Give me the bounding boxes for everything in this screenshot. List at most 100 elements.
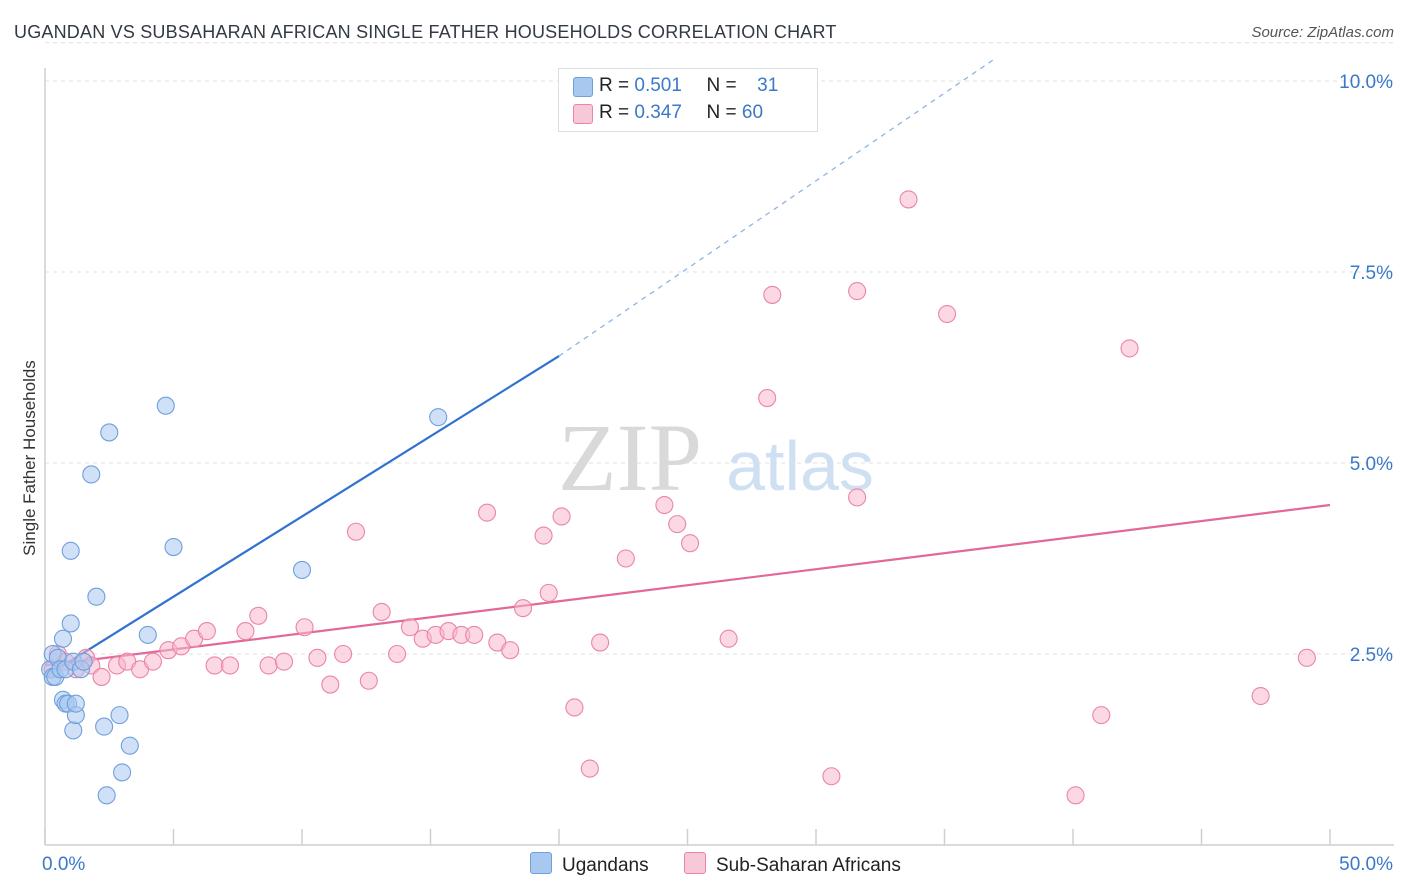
source-credit: Source: ZipAtlas.com [1251,24,1394,41]
data-point-subsaharan [259,656,278,675]
data-point-subsaharan [1120,339,1139,358]
data-point-subsaharan [295,618,314,637]
data-point-subsaharan [321,675,340,694]
data-point-subsaharan [372,602,391,622]
data-point-subsaharan [92,667,111,686]
data-point-subsaharan [274,652,294,671]
data-point-subsaharan [359,671,378,690]
data-point-subsaharan [513,599,533,618]
data-point-ugandans [110,706,129,725]
data-point-subsaharan [719,629,738,648]
bottom-legend-swatch-subsaharan [684,852,706,874]
x-tick-label: 0.0% [42,854,85,875]
data-point-subsaharan [388,644,407,664]
chart-title: UGANDAN VS SUBSAHARAN AFRICAN SINGLE FAT… [14,22,837,42]
data-point-subsaharan [668,515,687,534]
legend-row-subsaharan: R = 0.347 N = 60 [573,102,764,126]
data-point-subsaharan [655,495,674,515]
y-tick-label: 5.0% [1350,454,1393,475]
legend-n-label: N = [706,102,737,123]
legend-swatch-subsaharan [573,104,593,124]
data-point-ugandans [74,652,93,671]
data-point-subsaharan [400,618,419,637]
data-point-subsaharan [465,625,484,644]
data-point-subsaharan [539,583,558,602]
legend-row-ugandans: R = 0.501 N = 31 [573,75,779,99]
gridlines [45,42,1394,655]
data-point-ugandans [61,614,80,633]
data-point-subsaharan [758,389,777,408]
data-point-ugandans [120,736,139,755]
data-point-subsaharan [236,622,255,641]
data-point-subsaharan [848,282,867,301]
trend-line-ugandans-extension [558,57,997,357]
data-point-ugandans [64,721,83,740]
data-point-subsaharan [899,190,918,209]
legend-r-label: R = [599,102,630,123]
y-tick-label: 7.5% [1350,263,1393,284]
data-point-ugandans [87,587,106,606]
legend-n-value: 31 [757,75,779,96]
watermark: ZIP atlas [558,404,874,511]
data-point-ugandans [292,560,312,580]
data-point-subsaharan [938,304,957,324]
axes [44,68,1394,846]
data-point-ugandans [100,423,119,442]
data-point-ugandans [53,629,73,648]
data-point-subsaharan [1092,706,1111,725]
data-point-subsaharan [616,549,635,568]
data-point-subsaharan [205,656,224,675]
data-point-subsaharan [143,652,162,671]
data-point-ugandans [156,396,175,415]
data-point-ugandans [164,537,183,557]
data-point-subsaharan [1066,786,1085,805]
data-point-subsaharan [565,698,584,717]
data-point-subsaharan [1251,686,1270,706]
data-point-subsaharan [1297,648,1316,667]
data-point-subsaharan [197,622,216,641]
data-point-ugandans [82,465,101,484]
data-point-subsaharan [249,606,268,625]
data-point-subsaharan [552,507,571,526]
data-point-subsaharan [220,656,240,675]
data-point-subsaharan [501,641,520,660]
watermark-atlas: atlas [726,427,874,505]
data-point-ugandans [95,717,114,736]
legend-r-label: R = [599,75,630,96]
legend-n-value: 60 [741,102,764,123]
data-point-subsaharan [681,534,700,553]
bottom-legend-swatch-ugandans [530,852,552,874]
bottom-legend-label-ugandans: Ugandans [562,855,649,876]
data-point-ugandans [66,694,85,713]
y-tick-label: 2.5% [1350,645,1393,666]
bottom-legend-subsaharan: Sub-Saharan Africans [684,852,901,877]
data-point-ugandans [97,786,116,805]
data-point-ugandans [138,625,157,644]
data-point-ugandans [61,541,80,560]
data-point-ugandans [113,763,132,782]
data-point-subsaharan [477,503,497,522]
bottom-legend-ugandans: Ugandans [530,852,649,877]
watermark-zip: ZIP [558,404,702,511]
x-tick-label: 50.0% [1339,854,1393,875]
data-point-subsaharan [763,285,782,304]
data-point-subsaharan [346,522,366,541]
legend-r-value: 0.501 [634,75,682,96]
legend-r-value: 0.347 [634,102,682,123]
data-point-subsaharan [534,526,553,545]
data-point-subsaharan [822,767,841,786]
data-point-subsaharan [580,759,599,778]
trend-line-subsaharan [44,503,1331,667]
legend-swatch-ugandans [573,77,593,97]
data-point-ugandans [429,408,448,427]
data-point-subsaharan [334,644,353,664]
data-points [41,190,1316,805]
correlation-legend: R = 0.501 N = 31 R = 0.347 N = 60 [558,68,818,132]
data-point-subsaharan [848,488,867,507]
data-point-subsaharan [591,633,610,652]
bottom-legend-label-subsaharan: Sub-Saharan Africans [716,855,901,876]
trend-lines [44,57,1331,678]
y-tick-label: 10.0% [1339,72,1393,93]
tick-labels: 2.5% 5.0% 7.5% 10.0% 0.0% 50.0% [42,72,1393,875]
